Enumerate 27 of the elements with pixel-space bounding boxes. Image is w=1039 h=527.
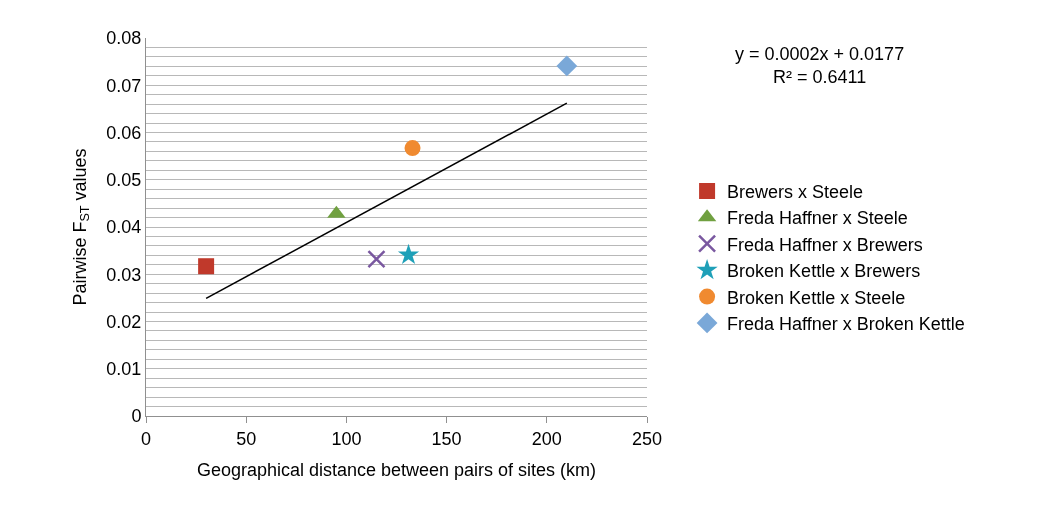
x-axis-title: Geographical distance between pairs of sites (km) — [196, 459, 597, 480]
y-tick-label: 0.07 — [106, 75, 142, 96]
point — [556, 55, 578, 77]
point — [198, 258, 215, 275]
legend-label: Freda Haffner x Brewers — [727, 234, 923, 255]
y-tick-label: 0.05 — [106, 170, 142, 191]
y-tick-label: 0 — [131, 406, 142, 427]
x-tick-label: 100 — [331, 428, 362, 449]
x-tick-label: 150 — [431, 428, 462, 449]
legend-label: Freda Haffner x Steele — [727, 208, 908, 229]
y-tick-label: 0.01 — [106, 359, 142, 380]
point — [397, 243, 420, 264]
x-tick-label: 250 — [631, 428, 663, 449]
point — [367, 249, 386, 269]
legend-label: Freda Haffner x Broken Kettle — [727, 313, 965, 334]
y-tick-label: 0.04 — [106, 217, 142, 238]
text: y = 0.0002x + 0.0177 R² = 0.6411 — [735, 44, 905, 88]
x-tick-label: 200 — [531, 428, 562, 449]
y-tick-label: 0.08 — [106, 28, 142, 49]
y-tick-label: 0.02 — [106, 311, 142, 332]
legend-label: Broken Kettle x Brewers — [727, 261, 921, 282]
legend-label: Brewers x Steele — [727, 181, 864, 202]
legend-label: Broken Kettle x Steele — [727, 287, 906, 308]
y-tick-label: 0.06 — [106, 122, 142, 143]
point — [404, 140, 421, 157]
x-tick-label: 50 — [236, 428, 257, 449]
y-tick-label: 0.03 — [106, 264, 142, 285]
